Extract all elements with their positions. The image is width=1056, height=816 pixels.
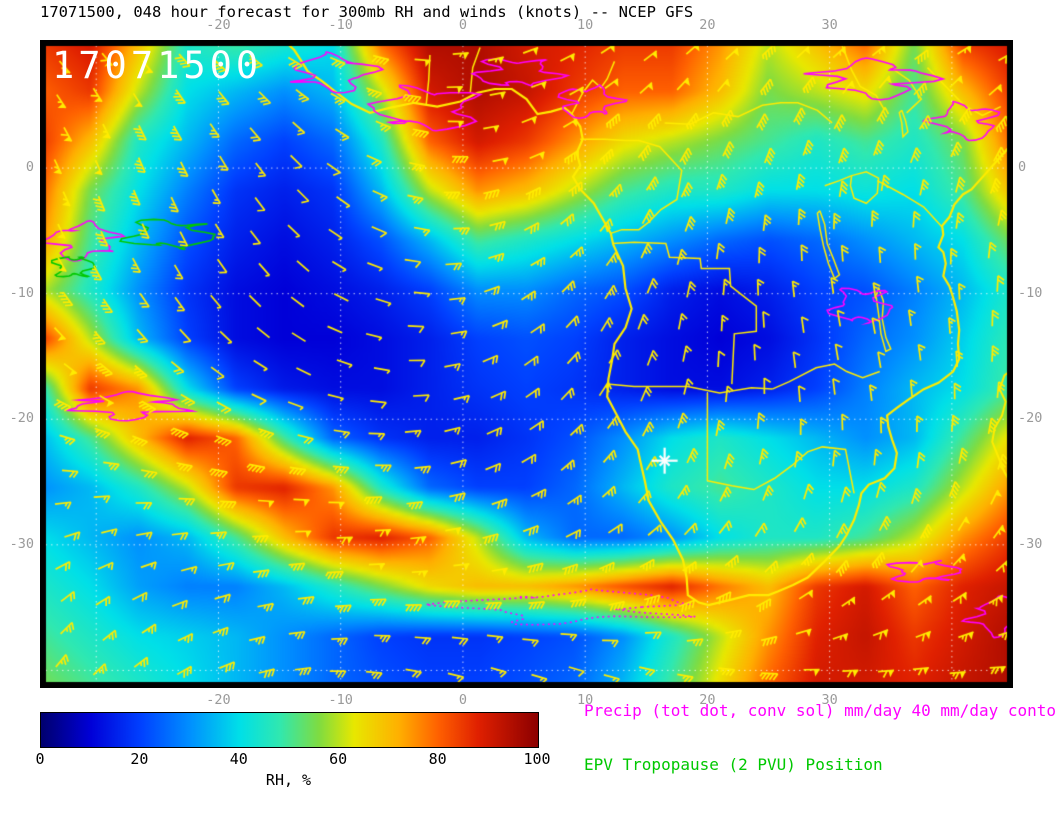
lat-tick-label-left: -10	[9, 284, 34, 301]
colorbar-label: RH, %	[265, 771, 312, 789]
lat-tick-label-right: -30	[1018, 535, 1043, 552]
lon-tick-label-bottom: 30	[821, 692, 838, 708]
lon-tick-label-top: -10	[328, 17, 353, 33]
lon-tick-label-bottom: 0	[458, 692, 467, 708]
lat-tick-label-right: -20	[1018, 410, 1043, 427]
colorbar-tick-label: 80	[428, 750, 447, 768]
lon-tick-label-top: -20	[206, 17, 231, 33]
colorbar-tick-label: 60	[329, 750, 348, 768]
colorbar-tick-label: 0	[35, 750, 45, 768]
rh-wind-map-canvas	[40, 40, 1013, 688]
lon-tick-label-top: 20	[699, 17, 716, 33]
init-time-stamp: 17071500	[52, 44, 263, 87]
colorbar-tick-label: 20	[130, 750, 149, 768]
lat-tick-label-right: -10	[1018, 284, 1043, 301]
lon-tick-label-top: 30	[821, 17, 838, 33]
lon-tick-label-bottom: -10	[328, 692, 353, 708]
colorbar-gradient	[40, 712, 539, 748]
lat-tick-label-left: -30	[9, 535, 34, 552]
lon-tick-label-top: 0	[458, 17, 467, 33]
colorbar-tick-label: 40	[229, 750, 248, 768]
lon-tick-label-bottom: 10	[577, 692, 594, 708]
lat-tick-label-left: 0	[25, 159, 34, 176]
lon-tick-label-bottom: 20	[699, 692, 716, 708]
lat-tick-label-left: -20	[9, 410, 34, 427]
lon-tick-label-bottom: -20	[206, 692, 231, 708]
lat-tick-label-right: 0	[1018, 159, 1027, 176]
epv-legend-text: EPV Tropopause (2 PVU) Position	[584, 755, 883, 774]
precip-legend-text: Precip (tot dot, conv sol) mm/day 40 mm/…	[584, 701, 1056, 720]
chart-title: 17071500, 048 hour forecast for 300mb RH…	[40, 3, 694, 21]
lon-tick-label-top: 10	[577, 17, 594, 33]
colorbar-tick-label: 100	[523, 750, 551, 768]
